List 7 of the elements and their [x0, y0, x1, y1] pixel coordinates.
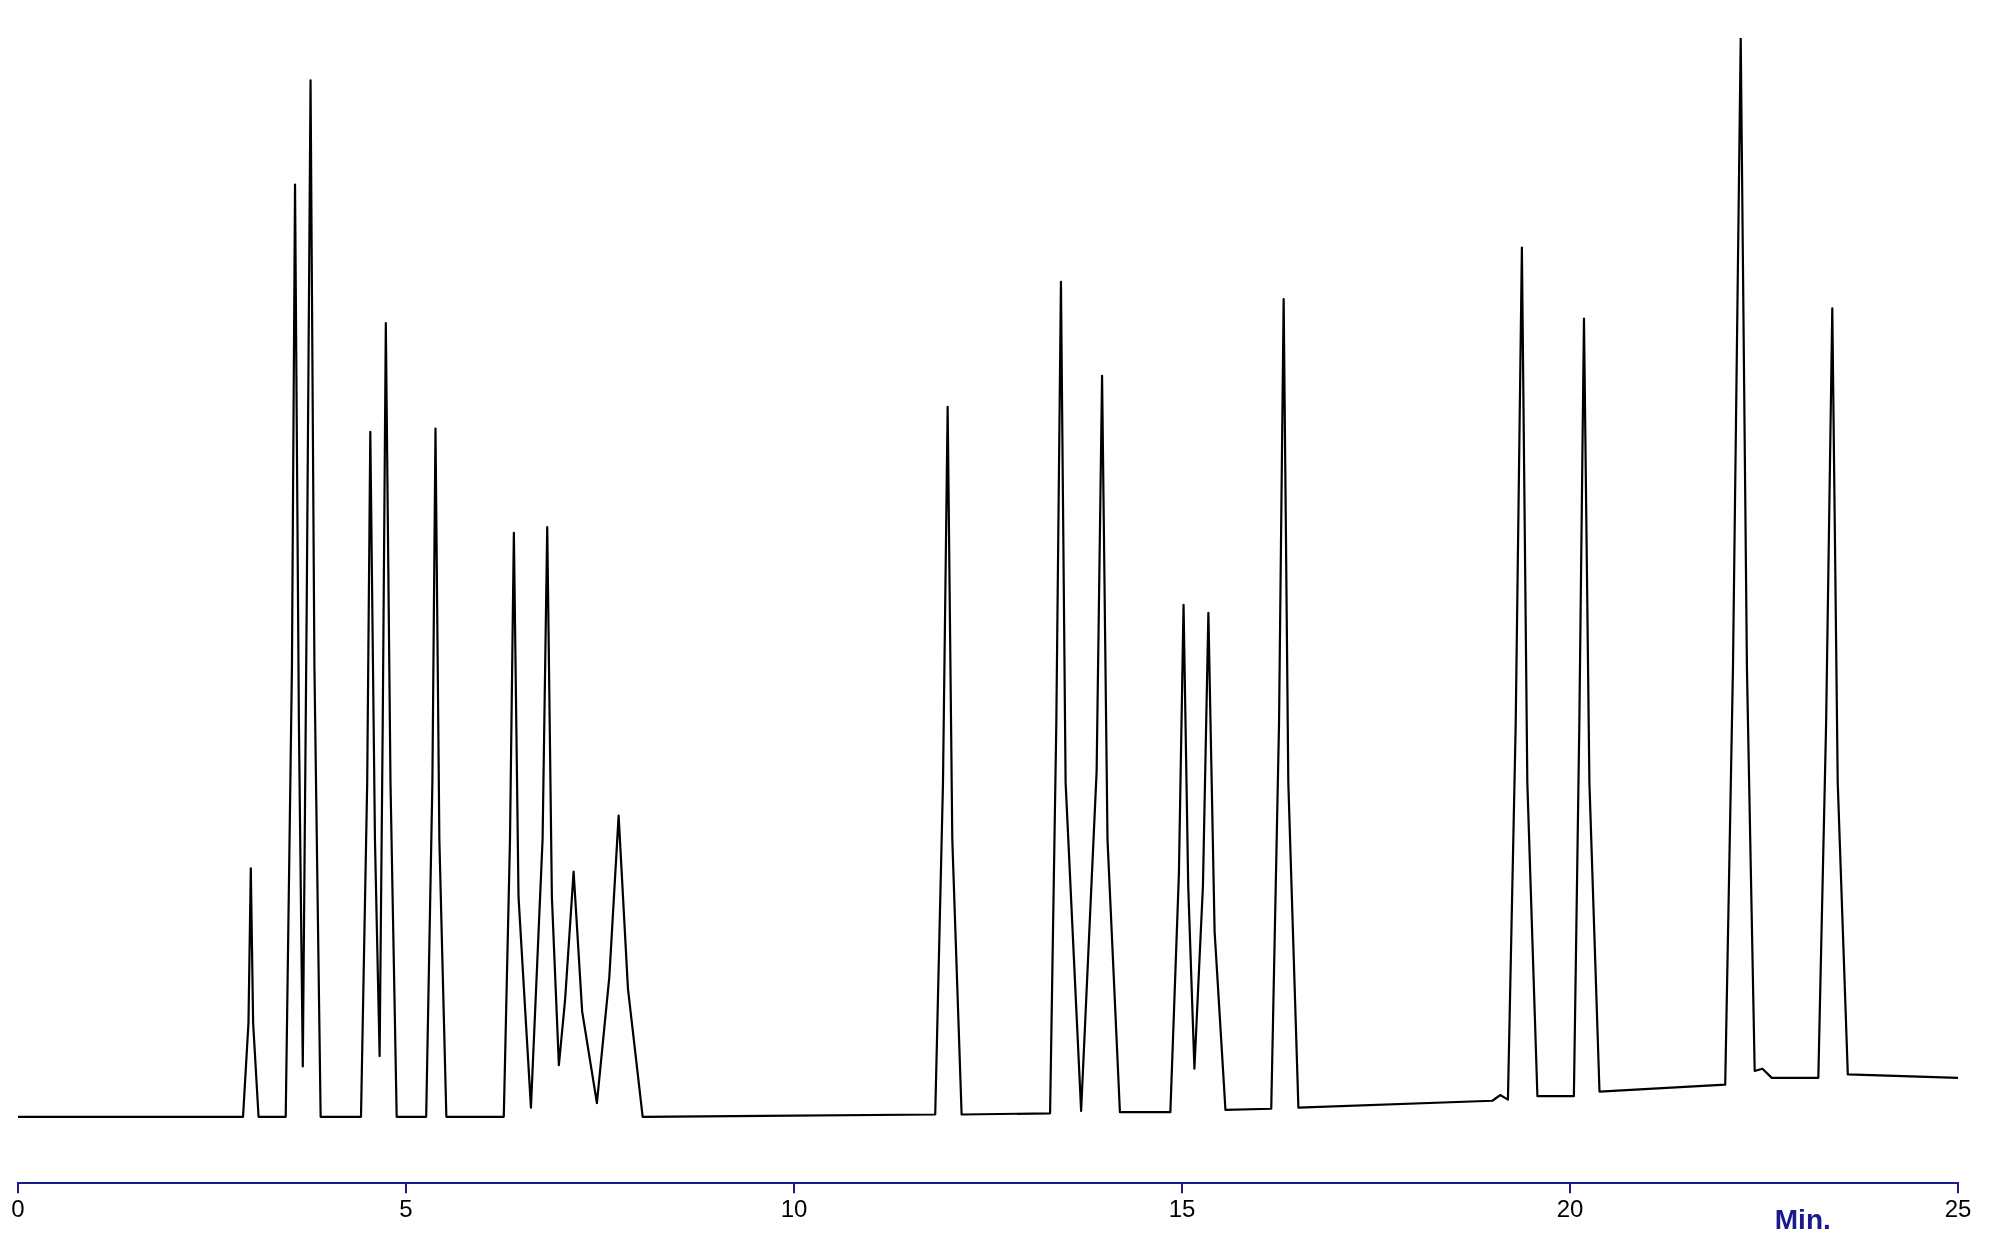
x-tick-label: 20	[1556, 1195, 1584, 1223]
x-tick-label: 25	[1944, 1195, 1972, 1223]
x-tick-label: 0	[11, 1195, 25, 1223]
x-tick-label: 15	[1168, 1195, 1196, 1223]
x-tick-label: 5	[399, 1195, 413, 1223]
x-tick-label: 10	[780, 1195, 808, 1223]
x-axis-title: Min.	[1774, 1203, 1831, 1235]
